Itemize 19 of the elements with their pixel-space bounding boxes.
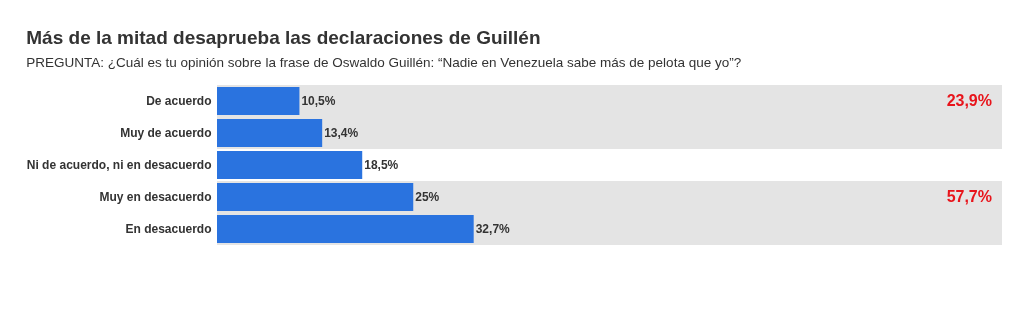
data-label: 13,4% bbox=[324, 126, 359, 140]
band-label: 23,9% bbox=[946, 92, 992, 109]
data-label: 18,5% bbox=[364, 158, 399, 172]
data-label: 25% bbox=[415, 190, 440, 204]
bar bbox=[217, 182, 414, 212]
bar bbox=[217, 118, 323, 148]
data-label: 32,7% bbox=[475, 222, 511, 236]
chart-title: Más de la mitad desaprueba las declaraciones de Guillén bbox=[26, 26, 541, 48]
y-tick-label: En desacuerdo bbox=[125, 222, 212, 236]
bar bbox=[217, 86, 300, 116]
y-tick-label: Ni de acuerdo, ni en desacuerdo bbox=[26, 158, 212, 172]
y-tick-label: Muy de acuerdo bbox=[120, 126, 212, 140]
bar bbox=[217, 214, 474, 244]
chart-subtitle: PREGUNTA: ¿Cuál es tu opinión sobre la frase de Oswaldo Guillén: “Nadie en Venezuela sabe más de pelota que yo”? bbox=[26, 54, 742, 70]
band-label: 57,7% bbox=[946, 188, 992, 205]
data-label: 10,5% bbox=[301, 94, 336, 108]
bar bbox=[217, 150, 363, 180]
y-tick-label: De acuerdo bbox=[146, 94, 212, 108]
y-tick-label: Muy en desacuerdo bbox=[99, 190, 212, 204]
